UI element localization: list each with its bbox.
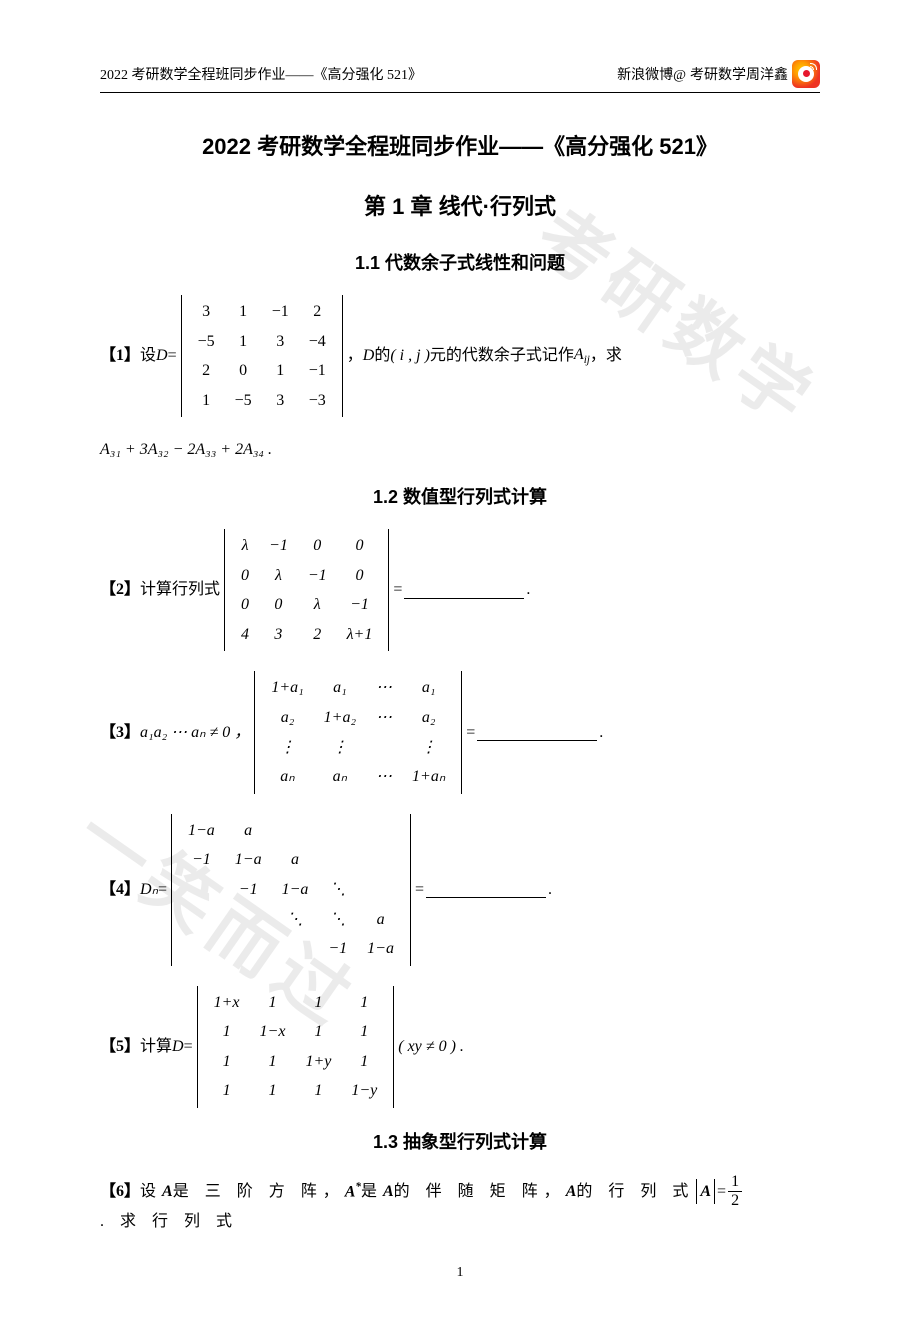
section-2-title: 1.2 数值型行列式计算 <box>100 483 820 509</box>
chapter-title: 第 1 章 线代·行列式 <box>100 189 820 221</box>
p2-eq: = <box>393 577 402 603</box>
p3-eq: = <box>466 720 475 746</box>
p5-eq: = <box>184 1034 193 1060</box>
p1-mid1: ， <box>347 343 363 369</box>
p1-pre: 设 <box>140 343 156 369</box>
problem-4: 【4】 Dₙ = 1−aa −11−aa −11−a⋱ ⋱⋱a −11−a = … <box>100 814 820 966</box>
p6-t1: 设 <box>140 1179 162 1205</box>
problem-1-line2: A₃₁ + 3A₃₂ − 2A₃₃ + 2A₃₄ . <box>100 437 820 463</box>
problem-2: 【2】 计算行列式 λ−100 0λ−10 00λ−1 432λ+1 = . <box>100 529 820 651</box>
p2-end: . <box>526 577 530 603</box>
section-1-title: 1.1 代数余子式线性和问题 <box>100 249 820 275</box>
p6-t6: . 求 行 列 式 <box>100 1209 238 1235</box>
problem-3-tag: 【3】 <box>100 720 140 746</box>
p6-Astar: A* <box>345 1179 361 1205</box>
p6-A1: A <box>162 1179 173 1205</box>
p1-mid2: 的 <box>374 343 390 369</box>
p3-end: . <box>599 720 603 746</box>
page-title: 2022 考研数学全程班同步作业——《高分强化 521》 <box>100 129 820 161</box>
header-right-prefix: 新浪微博@ <box>617 64 686 84</box>
p2-matrix: λ−100 0λ−10 00λ−1 432λ+1 <box>224 529 389 651</box>
section-3-title: 1.3 抽象型行列式计算 <box>100 1128 820 1154</box>
p2-blank <box>404 582 524 599</box>
p6-t4: 的 伴 随 矩 阵， <box>394 1179 566 1205</box>
header-right: 新浪微博@考研数学周洋鑫 <box>617 60 820 88</box>
p3-blank <box>477 724 597 741</box>
p6-t5: 的 行 列 式 <box>576 1179 694 1205</box>
p1-expr2: A₃₁ + 3A₃₂ − 2A₃₃ + 2A₃₄ . <box>100 437 272 463</box>
p6-absA: A <box>696 1179 715 1205</box>
weibo-icon <box>792 60 820 88</box>
page-header: 2022 考研数学全程班同步作业——《高分强化 521》 新浪微博@考研数学周洋… <box>100 60 820 93</box>
p1-D: D <box>156 343 168 369</box>
p6-frac: 1 2 <box>728 1174 742 1209</box>
p1-tail: ，求 <box>590 343 622 369</box>
problem-1: 【1】 设 D = 31−12 −513−4 201−1 1−53−3 ， D … <box>100 295 820 417</box>
problem-6-tag: 【6】 <box>100 1179 140 1205</box>
p1-matrix: 31−12 −513−4 201−1 1−53−3 <box>181 295 343 417</box>
problem-1-tag: 【1】 <box>100 343 140 369</box>
p5-cond: ( xy ≠ 0 ) . <box>398 1034 464 1060</box>
p1-mid3: 元的代数余子式记作 <box>430 343 574 369</box>
page: 考研数学 一笑而过 2022 考研数学全程班同步作业——《高分强化 521》 新… <box>0 0 920 1321</box>
p3-cond: a₁a₂ ⋯ aₙ ≠ 0 ， <box>140 720 250 746</box>
p5-D: D <box>172 1034 184 1060</box>
p6-A3: A <box>566 1179 577 1205</box>
header-right-handle: 考研数学周洋鑫 <box>690 64 788 84</box>
p4-Dn: Dₙ <box>140 877 158 903</box>
p4-matrix: 1−aa −11−aa −11−a⋱ ⋱⋱a −11−a <box>171 814 411 966</box>
problem-5: 【5】 计算 D = 1+x111 11−x11 111+y1 1111−y (… <box>100 986 820 1108</box>
p3-matrix: 1+a₁a₁⋯a₁ a₂1+a₂⋯a₂ ⋮⋮⋮ aₙaₙ⋯1+aₙ <box>254 671 462 793</box>
p6-A2: A <box>383 1179 394 1205</box>
header-left: 2022 考研数学全程班同步作业——《高分强化 521》 <box>100 64 422 84</box>
p6-t2: 是 三 阶 方 阵， <box>173 1179 345 1205</box>
p1-eq: = <box>168 343 177 369</box>
p5-pre: 计算 <box>140 1034 172 1060</box>
p4-blank <box>426 881 546 898</box>
problem-4-tag: 【4】 <box>100 877 140 903</box>
problem-6: 【6】 设 A 是 三 阶 方 阵， A* 是 A 的 伴 随 矩 阵， A 的… <box>100 1174 820 1235</box>
p4-eq: = <box>158 877 167 903</box>
p5-matrix: 1+x111 11−x11 111+y1 1111−y <box>197 986 395 1108</box>
p4-end: . <box>548 877 552 903</box>
p6-t3: 是 <box>361 1179 383 1205</box>
p1-D2: D <box>363 343 375 369</box>
p4-eq2: = <box>415 877 424 903</box>
problem-5-tag: 【5】 <box>100 1034 140 1060</box>
p2-pre: 计算行列式 <box>140 577 220 603</box>
problem-3: 【3】 a₁a₂ ⋯ aₙ ≠ 0 ， 1+a₁a₁⋯a₁ a₂1+a₂⋯a₂ … <box>100 671 820 793</box>
page-number: 1 <box>100 1265 820 1281</box>
problem-2-tag: 【2】 <box>100 577 140 603</box>
p1-Aij: Aij <box>574 342 590 370</box>
p1-ij: ( i , j ) <box>390 343 430 369</box>
p6-eq: = <box>717 1179 726 1205</box>
